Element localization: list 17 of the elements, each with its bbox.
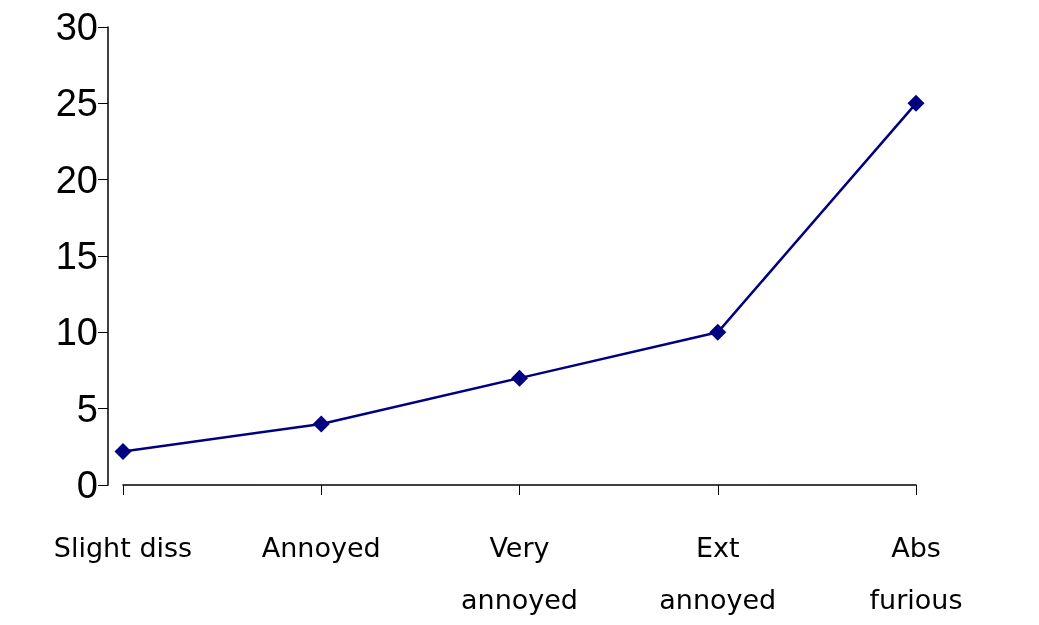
y-tick-label: 15 (55, 235, 98, 277)
point (114, 442, 132, 460)
point (511, 369, 528, 387)
y-tick-label: 25 (55, 82, 98, 125)
point (312, 415, 330, 433)
y-tick-label: 10 (55, 311, 98, 354)
point (709, 323, 727, 341)
x-tick-label: Slight diss (53, 531, 193, 563)
x-tick-label: Abs furious (869, 531, 963, 615)
point (907, 94, 925, 112)
y-tick-label: 5 (76, 387, 98, 430)
x-tick-label: Ext annoyed (659, 531, 777, 615)
x-tick-label: Annoyed (261, 531, 381, 563)
y-tick-label: 20 (55, 158, 98, 201)
y-tick-label: 30 (55, 6, 98, 48)
y-tick-label: 0 (76, 464, 98, 506)
x-tick-label: Very annoyed (460, 531, 579, 615)
